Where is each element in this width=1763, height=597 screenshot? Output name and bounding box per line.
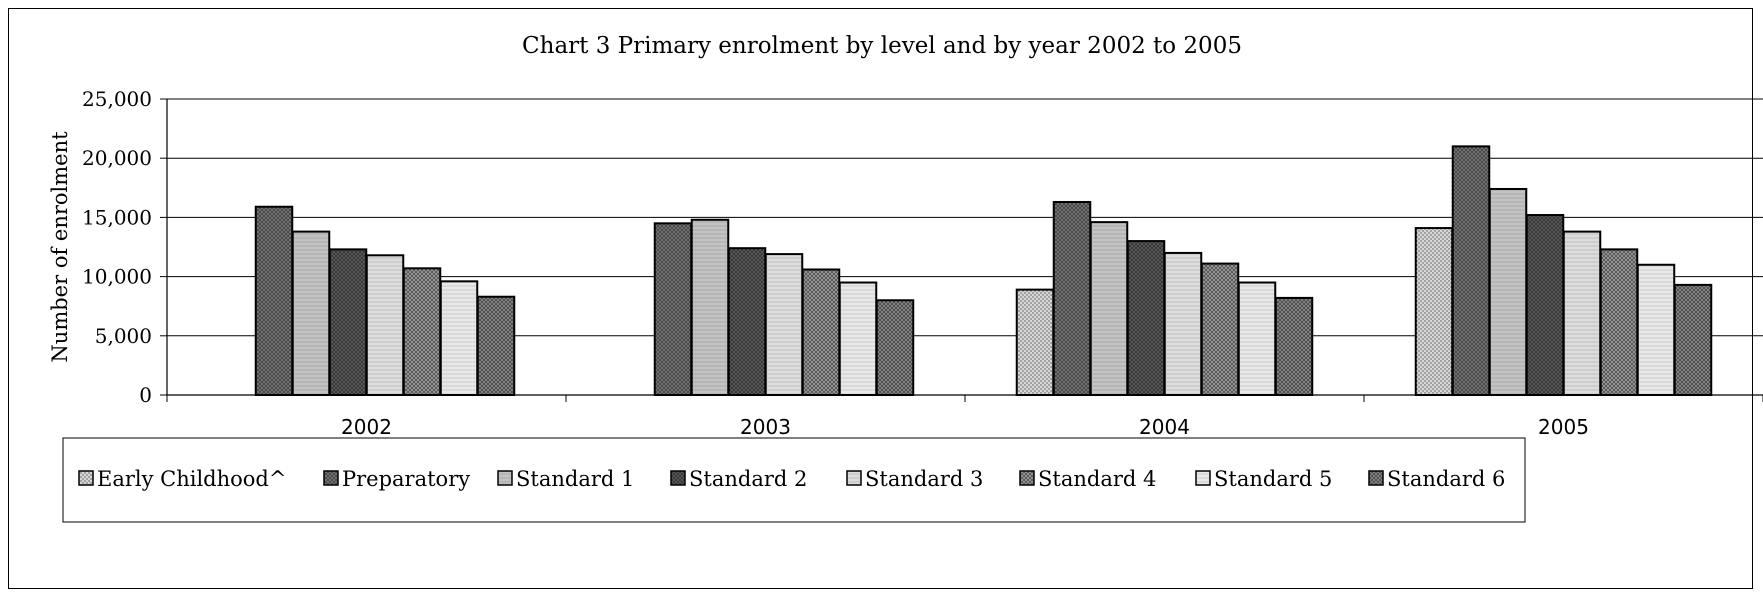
legend-label: Early Childhood^ (97, 467, 286, 491)
legend-label: Standard 2 (689, 467, 807, 491)
chart-title: Chart 3 Primary enrolment by level and b… (522, 33, 1242, 59)
x-tick-label: 2002 (341, 415, 392, 439)
bar-standard-2-2004 (1126, 240, 1166, 396)
legend-swatch (1019, 470, 1035, 486)
bar-standard-6-2004 (1274, 296, 1314, 396)
bar-standard-4-2004 (1200, 262, 1240, 396)
bar-standard-4-2002 (402, 267, 442, 397)
bar-preparatory-2003 (653, 222, 693, 396)
bar-standard-1-2003 (690, 218, 730, 396)
legend: Early Childhood^ Preparatory Standard 1 Sta… (62, 437, 1526, 523)
bar-standard-5-2002 (439, 280, 479, 396)
bar-standard-4-2005 (1599, 248, 1639, 396)
bar-standard-2-2005 (1525, 214, 1565, 396)
bar-preparatory-2005 (1451, 145, 1491, 396)
bar-standard-6-2002 (476, 295, 516, 396)
bar-standard-5-2005 (1636, 263, 1676, 397)
bar-standard-1-2005 (1488, 187, 1528, 396)
legend-label: Standard 3 (865, 467, 983, 491)
legend-label: Preparatory (342, 467, 470, 491)
bar-early-childhood-2004 (1015, 288, 1055, 396)
x-tick-label: 2003 (740, 415, 791, 439)
bars (254, 145, 1713, 397)
y-tick-label: 15,000 (82, 205, 152, 229)
bar-standard-6-2005 (1673, 283, 1713, 396)
x-tick-label: 2004 (1139, 415, 1190, 439)
legend-swatch (323, 470, 339, 486)
bar-standard-4-2003 (801, 268, 841, 396)
x-axis-ticks: 2002 2003 2004 2005 (166, 395, 1763, 439)
bar-standard-1-2002 (291, 230, 331, 396)
legend-swatch (78, 470, 94, 486)
y-tick-label: 20,000 (82, 146, 152, 170)
legend-swatch (497, 470, 513, 486)
bar-standard-3-2002 (365, 254, 405, 396)
y-tick-label: 25,000 (82, 87, 152, 111)
y-tick-label: 10,000 (82, 265, 152, 289)
bar-preparatory-2004 (1052, 201, 1092, 396)
legend-box (62, 437, 1526, 523)
legend-label: Standard 6 (1387, 467, 1505, 491)
legend-swatch (1368, 470, 1384, 486)
y-axis-label: Number of enrolment (48, 131, 72, 363)
bar-standard-2-2002 (328, 248, 368, 396)
bar-standard-5-2004 (1237, 281, 1277, 396)
bar-standard-5-2003 (838, 281, 878, 396)
legend-label: Standard 1 (516, 467, 634, 491)
bar-standard-1-2004 (1089, 221, 1129, 396)
bar-standard-3-2004 (1163, 251, 1203, 396)
legend-label: Standard 4 (1038, 467, 1156, 491)
bar-standard-3-2003 (764, 253, 804, 396)
legend-swatch (670, 470, 686, 486)
legend-label: Standard 5 (1214, 467, 1332, 491)
bar-preparatory-2002 (254, 205, 294, 396)
legend-swatch (846, 470, 862, 486)
bar-standard-6-2003 (875, 299, 915, 396)
y-tick-label: 5,000 (95, 324, 152, 348)
x-tick-label: 2005 (1538, 415, 1589, 439)
y-axis-ticks: 0 5,000 10,000 15,000 20,000 25,000 (82, 87, 167, 407)
legend-swatch (1195, 470, 1211, 486)
bar-standard-3-2005 (1562, 230, 1602, 396)
y-tick-label: 0 (139, 383, 152, 407)
bar-standard-2-2003 (727, 247, 767, 396)
bar-early-childhood-2005 (1414, 227, 1454, 396)
